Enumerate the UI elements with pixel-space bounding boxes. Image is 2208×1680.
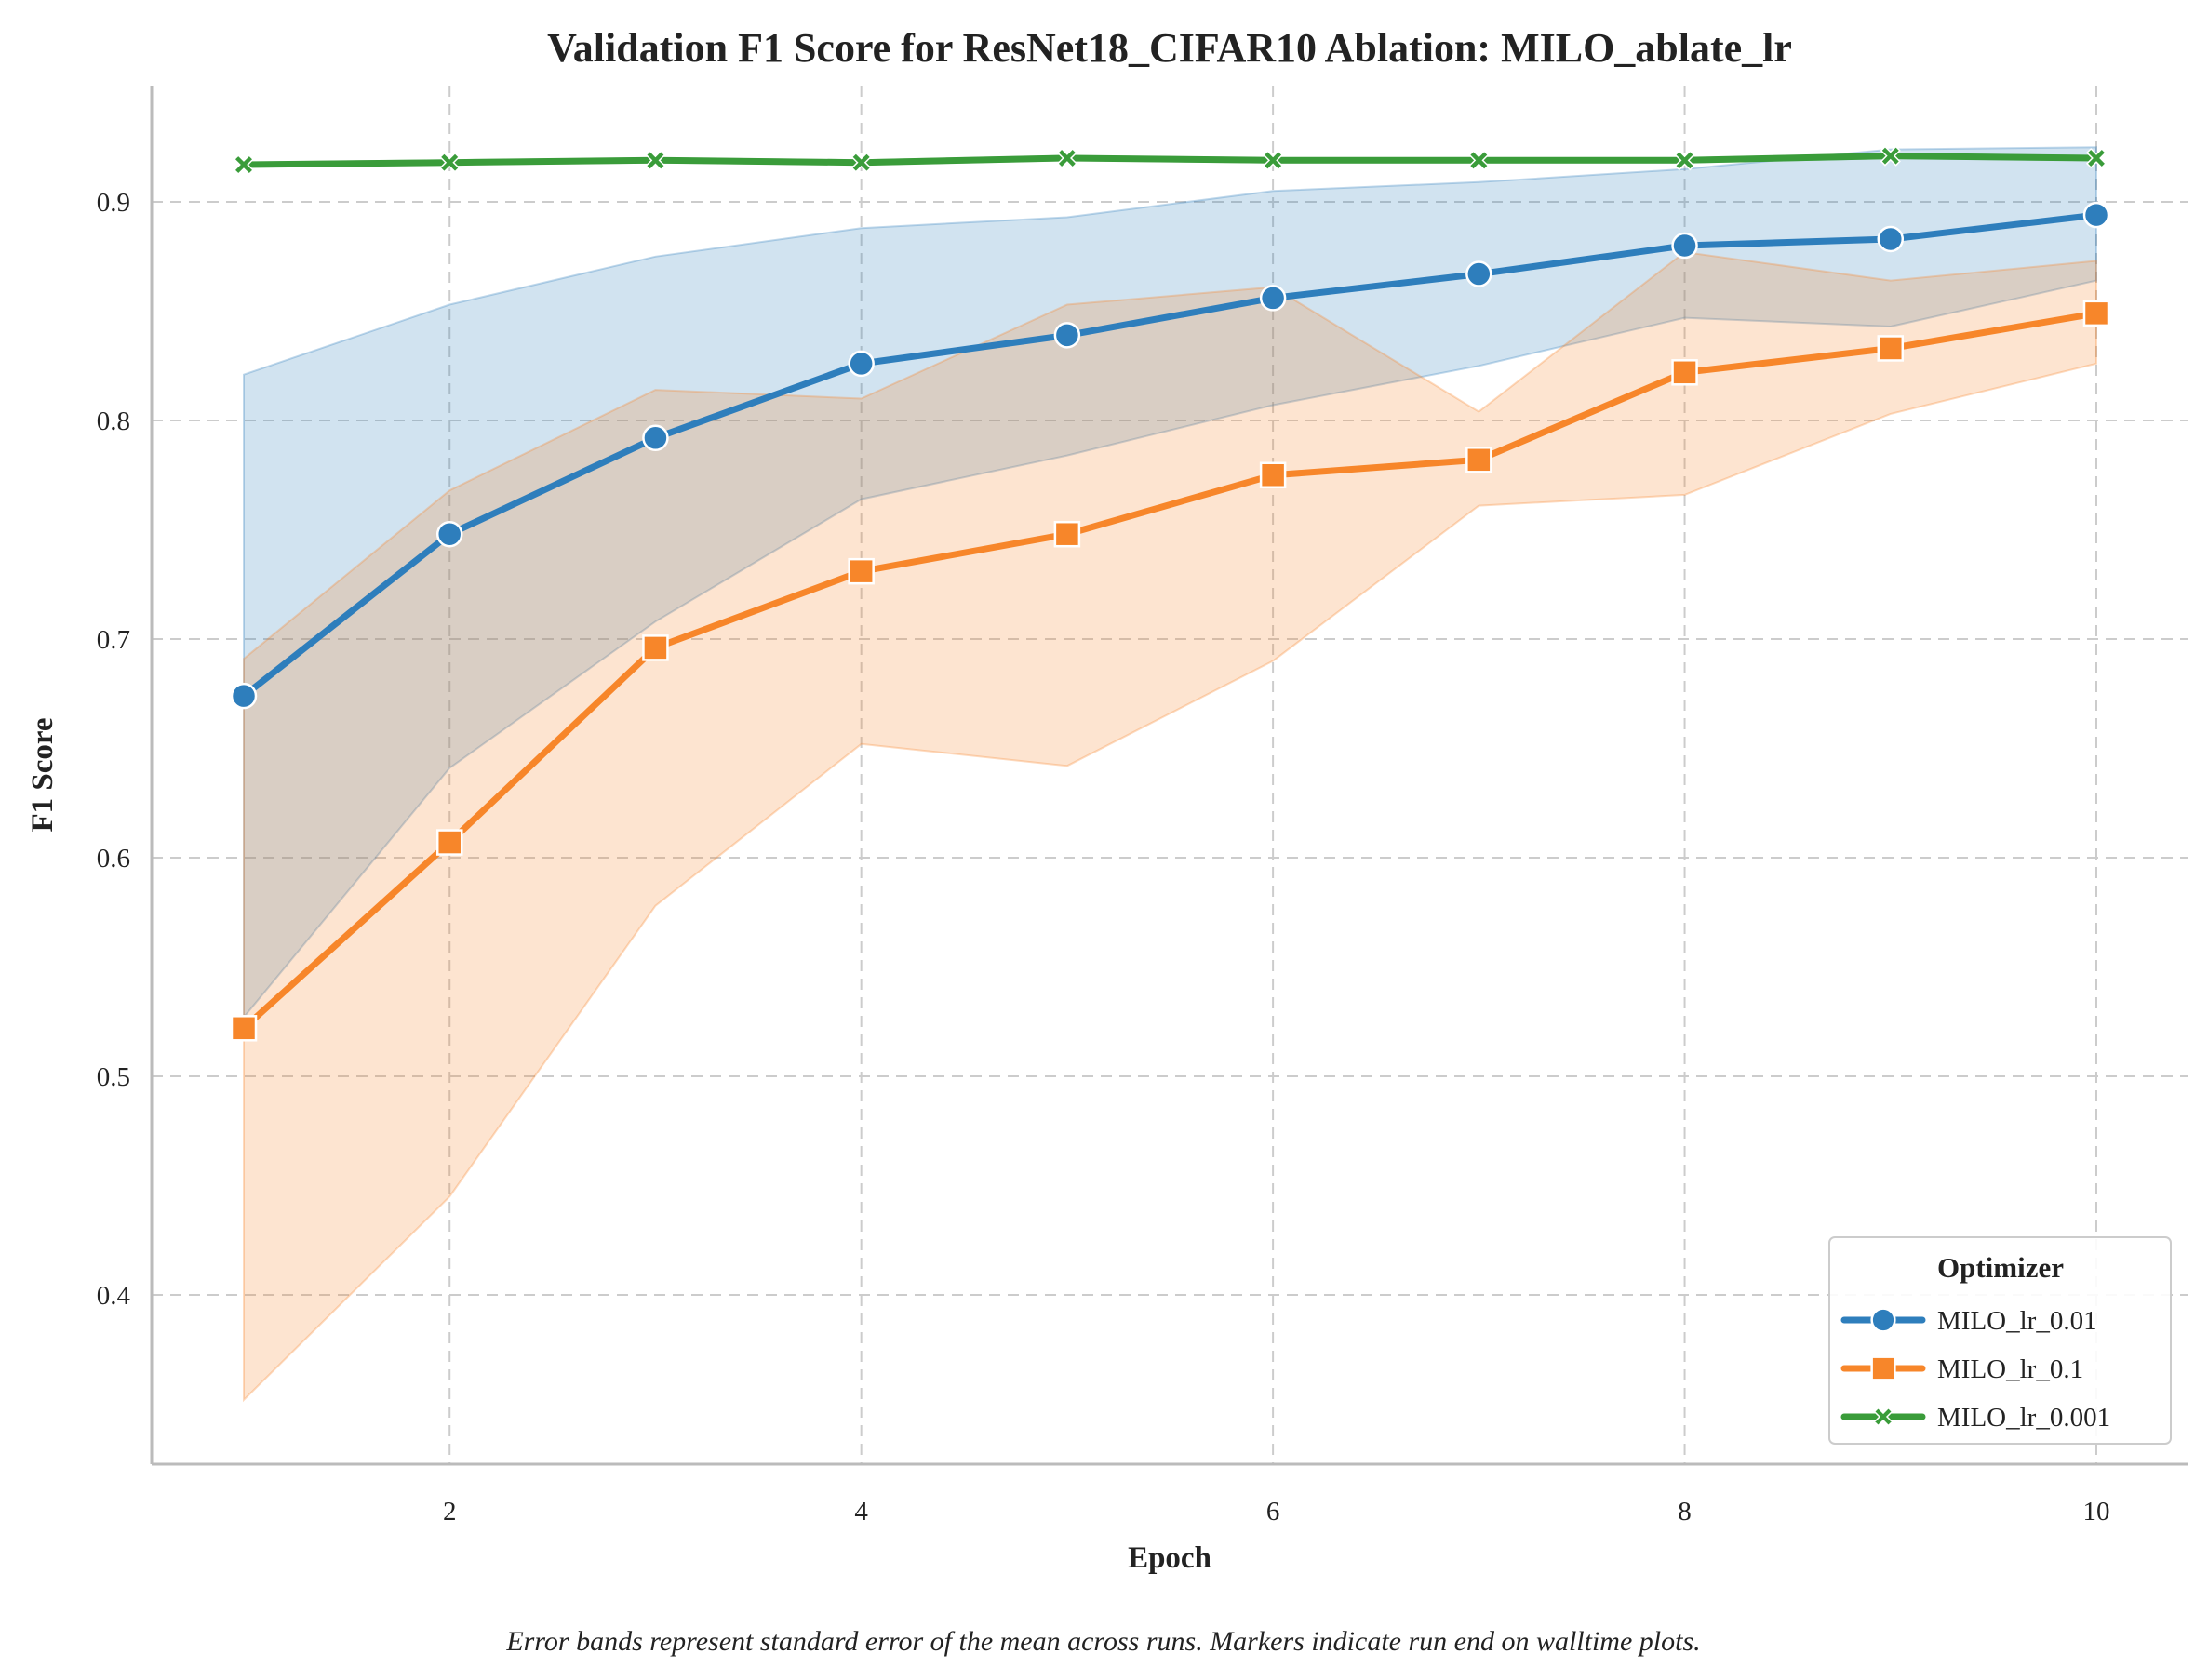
data-point <box>1877 225 1905 253</box>
legend-entries: MILO_lr_0.01 MILO_lr_0.1 MILO_lr_0.001 <box>1840 1306 2110 1433</box>
chart-title: Validation F1 Score for ResNet18_CIFAR10… <box>547 25 1792 71</box>
x-tick-label: 6 <box>1266 1497 1280 1527</box>
legend-entry: MILO_lr_0.001 <box>1840 1403 2110 1433</box>
y-tick-labels: 0.4 0.5 0.6 0.7 0.8 0.9 <box>97 188 131 1311</box>
data-point <box>642 634 669 661</box>
legend-box <box>1828 1236 2172 1445</box>
data-point <box>233 153 255 176</box>
data-point <box>1053 322 1081 349</box>
legend-label: MILO_lr_0.1 <box>1937 1354 2083 1384</box>
data-point <box>1259 461 1287 488</box>
axes-spines <box>150 86 2188 1466</box>
x-tick-label: 8 <box>1678 1497 1692 1527</box>
data-point <box>1671 232 1698 260</box>
legend: Optimizer MILO_lr_0.01MILO_lr_0.1MILO_lr… <box>1828 1236 2172 1445</box>
series-line <box>240 211 2100 700</box>
grid-lines <box>152 86 2188 1464</box>
legend-label: MILO_lr_0.001 <box>1937 1403 2110 1433</box>
data-point <box>435 520 463 548</box>
y-tick-label: 0.5 <box>97 1062 130 1092</box>
chart-caption: Error bands represent standard error of … <box>505 1626 1700 1657</box>
legend-label: MILO_lr_0.01 <box>1937 1306 2097 1336</box>
series-line <box>240 153 2100 168</box>
data-point <box>2082 201 2110 229</box>
x-tick-label: 10 <box>2083 1497 2110 1527</box>
data-point <box>850 152 872 173</box>
x-tick-labels: 2 4 6 8 10 <box>443 1497 2110 1527</box>
series-line <box>240 310 2100 1032</box>
data-point <box>1877 335 1905 362</box>
data-point <box>439 152 461 173</box>
data-point <box>1671 359 1698 386</box>
x-tick-label: 2 <box>443 1497 457 1527</box>
data-point <box>1263 150 1284 171</box>
data-point <box>1674 150 1695 171</box>
legend-entry: MILO_lr_0.01 <box>1840 1306 2097 1336</box>
y-tick-label: 0.8 <box>97 407 130 436</box>
data-point <box>848 557 875 585</box>
data-point <box>230 1015 258 1042</box>
data-point <box>848 350 875 378</box>
data-point <box>1880 145 1901 167</box>
error-band <box>243 146 2097 1020</box>
data-point <box>230 682 258 710</box>
x-tick-label: 4 <box>854 1497 868 1527</box>
y-tick-label: 0.4 <box>97 1281 131 1311</box>
series-markers <box>230 145 2110 1042</box>
y-axis-label: F1 Score <box>26 717 60 832</box>
data-point <box>2082 300 2110 327</box>
data-point <box>1056 147 1077 169</box>
data-point <box>2085 147 2108 169</box>
y-tick-label: 0.6 <box>97 844 130 873</box>
data-point <box>645 150 666 171</box>
error-band <box>243 250 2097 1403</box>
x-axis-label: Epoch <box>1128 1541 1211 1575</box>
data-point <box>1259 285 1287 312</box>
data-point <box>1053 520 1081 548</box>
data-point <box>1873 1407 1894 1427</box>
y-tick-label: 0.7 <box>97 625 130 655</box>
series-lines <box>240 153 2100 1032</box>
data-point <box>1465 447 1492 473</box>
legend-title: Optimizer <box>1937 1251 2064 1284</box>
data-point <box>1468 150 1490 171</box>
data-point <box>642 424 669 452</box>
data-point <box>1870 1307 1896 1333</box>
y-tick-label: 0.9 <box>97 188 130 218</box>
legend-entry: MILO_lr_0.1 <box>1840 1354 2083 1384</box>
data-point <box>1870 1355 1896 1381</box>
data-point <box>1465 260 1492 287</box>
data-point <box>435 829 463 856</box>
